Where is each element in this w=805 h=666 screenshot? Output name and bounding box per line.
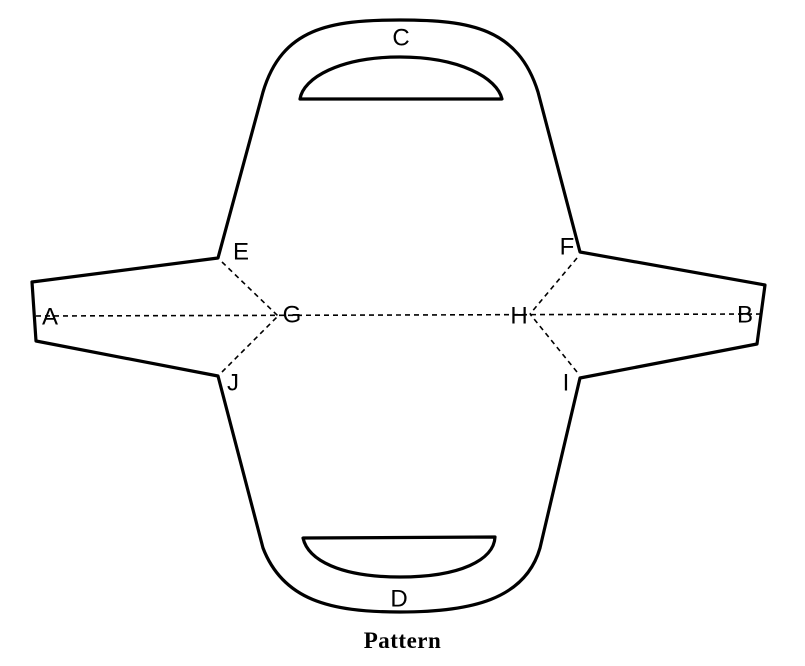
label-h: H <box>510 302 527 329</box>
fold-line-j-g <box>221 315 279 373</box>
label-g: G <box>283 301 302 328</box>
figure-caption: Pattern <box>363 628 442 653</box>
label-e: E <box>233 238 249 265</box>
fold-line-f-h <box>529 257 578 315</box>
pattern-outline <box>30 18 767 614</box>
label-i: I <box>563 369 570 396</box>
label-j: J <box>227 369 239 396</box>
label-c: C <box>392 24 409 51</box>
fold-line-a-b <box>35 313 763 317</box>
label-f: F <box>560 233 575 260</box>
bottom-handle-slot <box>301 535 497 579</box>
fold-line-i-h <box>529 313 578 373</box>
label-d: D <box>390 585 407 612</box>
fold-line-e-g <box>221 261 279 317</box>
label-b: B <box>737 301 753 328</box>
label-a: A <box>42 303 58 330</box>
top-handle-slot <box>298 55 504 101</box>
